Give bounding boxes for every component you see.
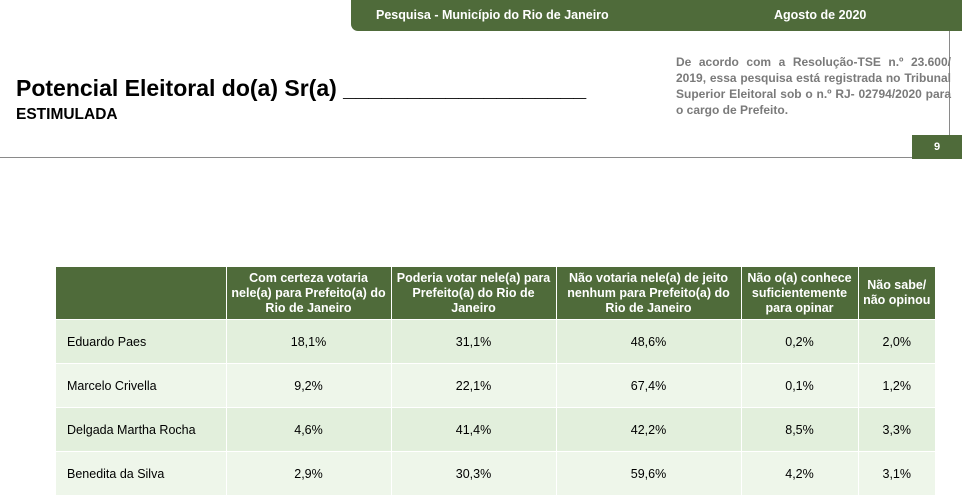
candidate-name: Benedita da Silva: [56, 452, 226, 495]
table-cell: 41,4%: [391, 408, 556, 452]
table-cell: 4,6%: [226, 408, 391, 452]
table-cell: 22,1%: [391, 364, 556, 408]
page-title: Potencial Eleitoral do(a) Sr(a) ________…: [16, 75, 586, 102]
table-cell: 2,0%: [858, 320, 935, 364]
table-cell: 3,1%: [858, 452, 935, 495]
table-cell: 42,2%: [556, 408, 741, 452]
table-cell: 1,2%: [858, 364, 935, 408]
table-cell: 30,3%: [391, 452, 556, 495]
registration-note: De acordo com a Resolução-TSE n.º 23.600…: [676, 54, 951, 118]
column-header-no-opinion: Não sabe/ não opinou: [858, 267, 935, 320]
column-header-could-vote: Poderia votar nele(a) para Prefeito(a) d…: [391, 267, 556, 320]
survey-name: Pesquisa - Município do Rio de Janeiro: [376, 8, 609, 22]
column-header-candidate: [56, 267, 226, 320]
table-cell: 9,2%: [226, 364, 391, 408]
page-subtitle: ESTIMULADA: [16, 106, 118, 124]
table-header-row: Com certeza votaria nele(a) para Prefeit…: [56, 267, 935, 320]
table-cell: 4,2%: [741, 452, 858, 495]
table-cell: 31,1%: [391, 320, 556, 364]
table-cell: 67,4%: [556, 364, 741, 408]
table-cell: 8,5%: [741, 408, 858, 452]
column-header-does-not-know-candidate: Não o(a) conhece suficientemente para op…: [741, 267, 858, 320]
column-header-certainly-vote: Com certeza votaria nele(a) para Prefeit…: [226, 267, 391, 320]
survey-date: Agosto de 2020: [774, 8, 866, 22]
candidate-name: Eduardo Paes: [56, 320, 226, 364]
table-cell: 3,3%: [858, 408, 935, 452]
table-cell: 18,1%: [226, 320, 391, 364]
table-row: Benedita da Silva 2,9% 30,3% 59,6% 4,2% …: [56, 452, 935, 495]
table-cell: 0,2%: [741, 320, 858, 364]
page-number-badge: 9: [912, 135, 962, 159]
table-row: Marcelo Crivella 9,2% 22,1% 67,4% 0,1% 1…: [56, 364, 935, 408]
table-row: Delgada Martha Rocha 4,6% 41,4% 42,2% 8,…: [56, 408, 935, 452]
results-table: Com certeza votaria nele(a) para Prefeit…: [56, 267, 935, 495]
table-cell: 59,6%: [556, 452, 741, 495]
table-cell: 48,6%: [556, 320, 741, 364]
table-cell: 2,9%: [226, 452, 391, 495]
survey-header-bar: Pesquisa - Município do Rio de Janeiro A…: [351, 0, 962, 31]
column-header-would-not-vote: Não votaria nele(a) de jeito nenhum para…: [556, 267, 741, 320]
table-cell: 0,1%: [741, 364, 858, 408]
table-row: Eduardo Paes 18,1% 31,1% 48,6% 0,2% 2,0%: [56, 320, 935, 364]
candidate-name: Delgada Martha Rocha: [56, 408, 226, 452]
candidate-name: Marcelo Crivella: [56, 364, 226, 408]
